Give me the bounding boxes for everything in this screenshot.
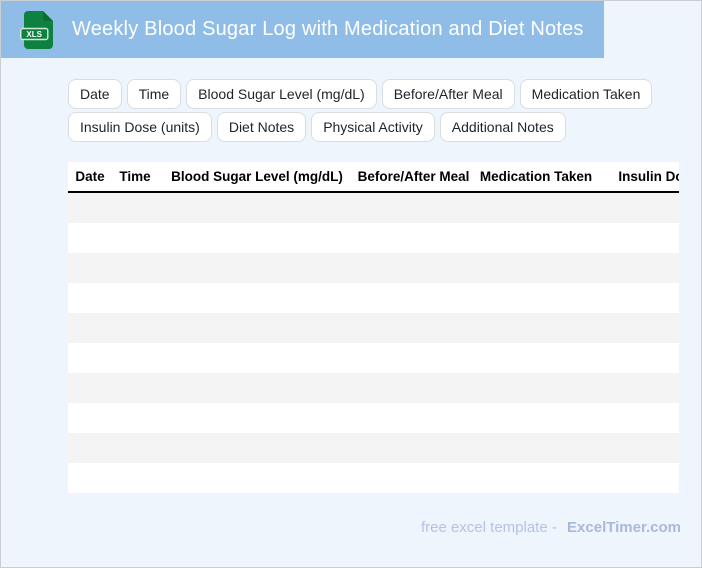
col-header-date: Date [75,169,105,184]
col-header-blood-sugar-level: Blood Sugar Level (mg/dL) [171,169,343,184]
field-chip-list: Date Time Blood Sugar Level (mg/dL) Befo… [68,79,682,142]
table-row [68,283,679,313]
table-row [68,193,679,223]
app-header: XLS Weekly Blood Sugar Log with Medicati… [1,1,604,58]
table-header-row: Date Time Blood Sugar Level (mg/dL) Befo… [68,162,679,193]
footer-text: free excel template - [420,519,557,536]
col-header-before-after-meal: Before/After Meal [357,169,470,184]
chip-insulin-dose[interactable]: Insulin Dose (units) [68,112,212,142]
col-header-insulin-dose: Insulin Dose (units) [618,169,679,184]
footer: free excel template - ExcelTimer.com [1,518,681,538]
chip-physical-activity[interactable]: Physical Activity [311,112,435,142]
chip-blood-sugar-level[interactable]: Blood Sugar Level (mg/dL) [186,79,377,109]
log-table: Date Time Blood Sugar Level (mg/dL) Befo… [68,162,679,493]
chip-additional-notes[interactable]: Additional Notes [439,112,566,142]
table-row [68,463,679,493]
chip-medication-taken[interactable]: Medication Taken [519,79,653,109]
chip-diet-notes[interactable]: Diet Notes [216,112,307,142]
col-header-medication-taken: Medication Taken [479,169,593,184]
table-row [68,343,679,373]
table-row [68,403,679,433]
xls-badge-text: XLS [26,30,42,39]
chip-before-after-meal[interactable]: Before/After Meal [381,79,515,109]
chip-date[interactable]: Date [68,79,122,109]
footer-brand-link[interactable]: ExcelTimer.com [567,519,681,536]
table-row [68,313,679,343]
page-title: Weekly Blood Sugar Log with Medication a… [72,18,584,40]
table-row [68,433,679,463]
table-row [68,253,679,283]
col-header-time: Time [119,169,151,184]
chip-time[interactable]: Time [126,79,182,109]
xls-file-icon: XLS [20,10,53,49]
table-row [68,373,679,403]
table-body [68,193,679,493]
table-row [68,223,679,253]
